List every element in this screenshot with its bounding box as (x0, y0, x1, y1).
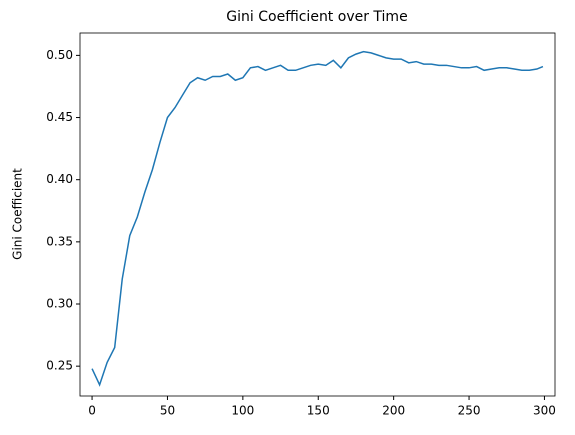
y-tick-label: 0.30 (46, 297, 73, 311)
line (91, 50, 544, 387)
x-tick-label: 200 (382, 404, 405, 418)
y-tick-label: 0.50 (46, 48, 73, 62)
y-tick-label: 0.35 (46, 234, 73, 248)
x-tick-label: 100 (231, 404, 254, 418)
y-tick-label: 0.25 (46, 359, 73, 373)
x-tick-label: 300 (533, 404, 556, 418)
y-axis-label: Gini Coefficient (11, 168, 25, 260)
y-tick-label: 0.40 (46, 172, 73, 186)
x-tick-label: 250 (458, 404, 481, 418)
x-tick-label: 0 (88, 404, 96, 418)
chart-title: Gini Coefficient over Time (226, 9, 407, 25)
plot-frame (79, 32, 556, 397)
x-tick-label: 150 (307, 404, 330, 418)
x-tick-label: 50 (160, 404, 175, 418)
y-tick-label: 0.45 (46, 110, 73, 124)
